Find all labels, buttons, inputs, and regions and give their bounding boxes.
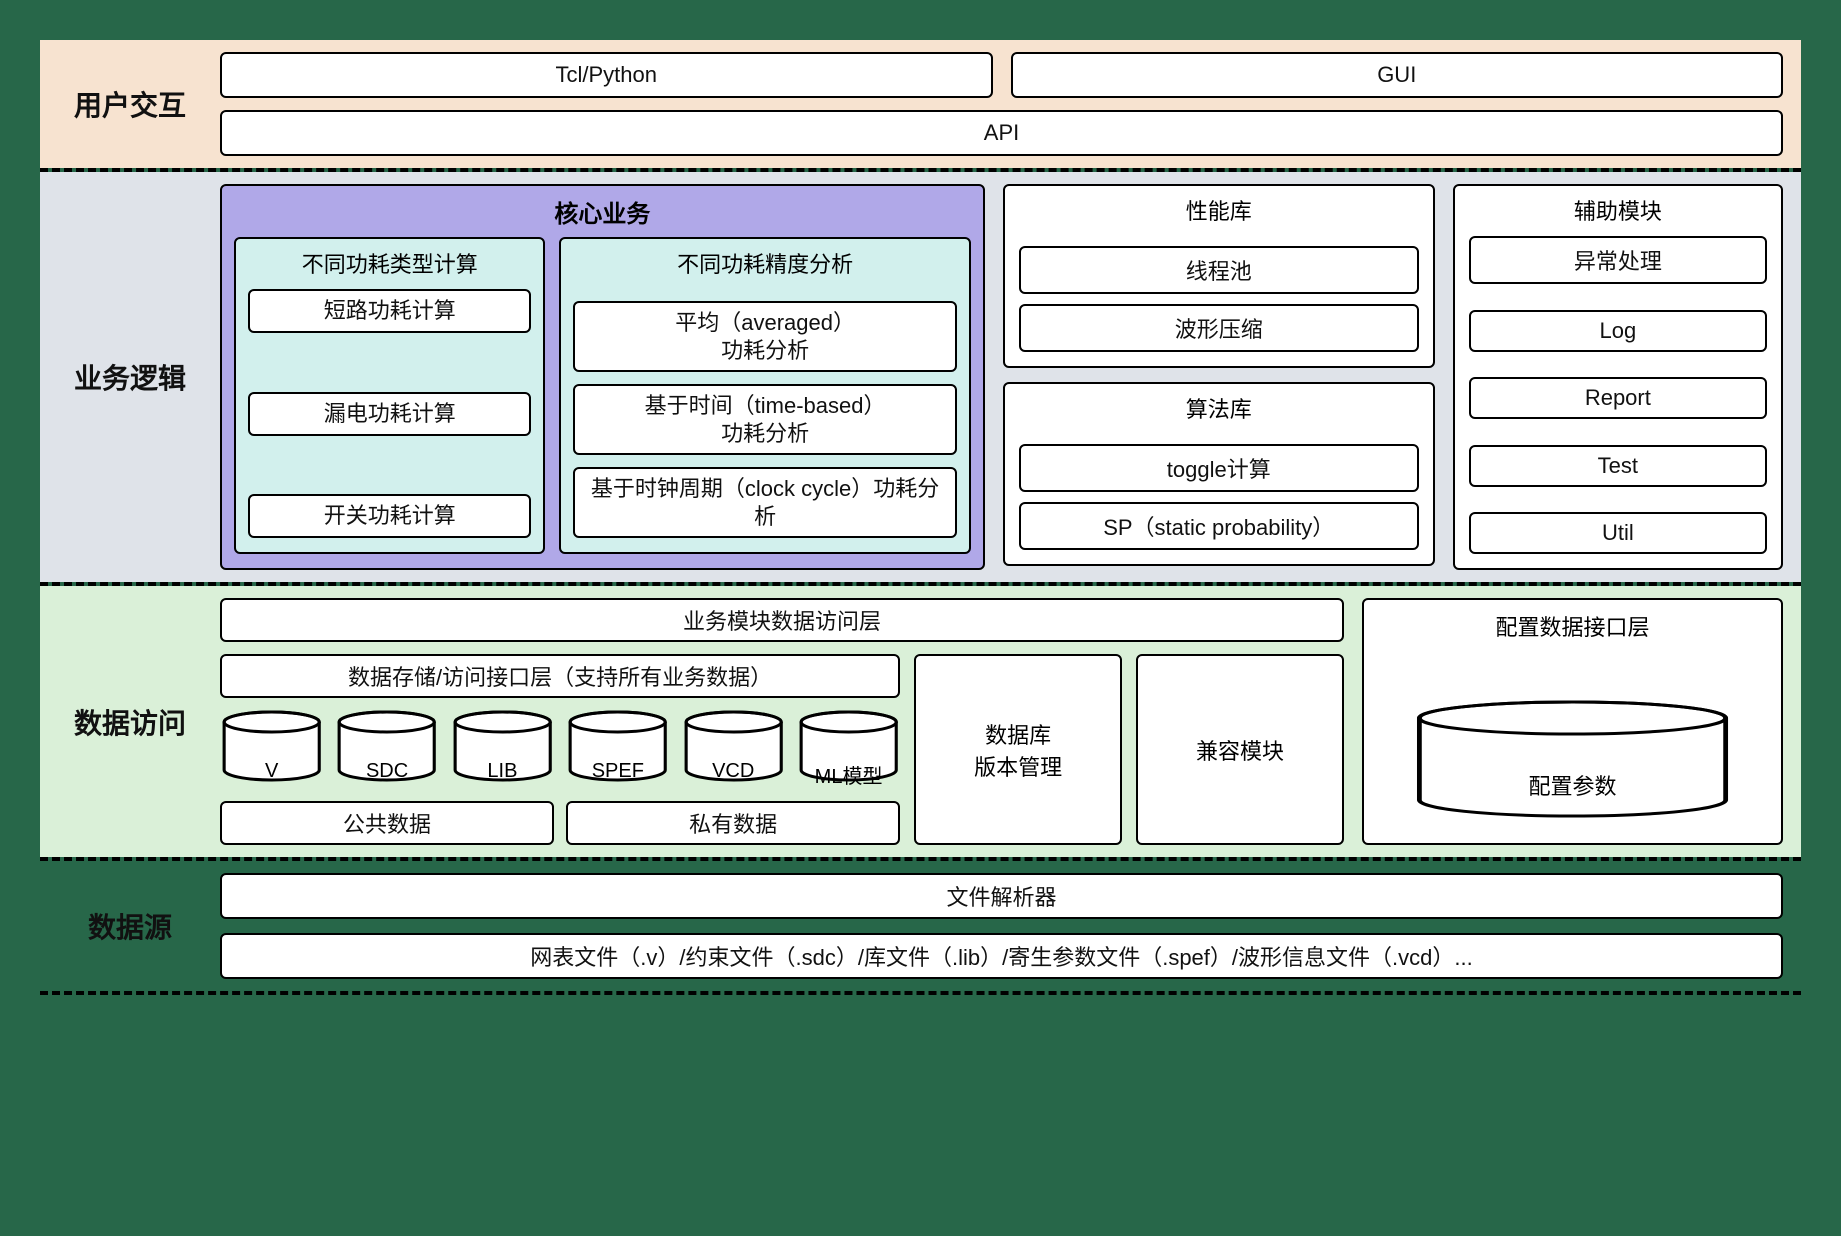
aux-title: 辅助模块 (1469, 194, 1767, 226)
config-group: 配置数据接口层 配置参数 (1362, 598, 1783, 845)
layer-business-logic: 业务逻辑 核心业务 不同功耗类型计算 短路功耗计算 漏电功耗计算 开关功耗计算 … (40, 172, 1801, 582)
config-title: 配置数据接口层 (1495, 610, 1649, 642)
box-db-version: 数据库 版本管理 (914, 654, 1122, 845)
config-cyl-label: 配置参数 (1413, 769, 1732, 801)
box-gui: GUI (1011, 52, 1784, 98)
box-private-data: 私有数据 (566, 801, 900, 845)
core-business-group: 核心业务 不同功耗类型计算 短路功耗计算 漏电功耗计算 开关功耗计算 不同功耗精… (220, 184, 985, 570)
cylinder-row: V SDC LIB SPEF VCD ML模型 (220, 710, 900, 789)
layer-label-data: 数据访问 (40, 598, 220, 845)
layer-label-user: 用户交互 (40, 52, 220, 156)
box-biz-access: 业务模块数据访问层 (220, 598, 1344, 642)
cyl-label: V (265, 760, 278, 783)
core-col-calc-title: 不同功耗类型计算 (248, 247, 531, 279)
core-col-calc: 不同功耗类型计算 短路功耗计算 漏电功耗计算 开关功耗计算 (234, 237, 545, 554)
box-switch: 开关功耗计算 (248, 494, 531, 538)
perf-lib-group: 性能库 线程池 波形压缩 (1003, 184, 1435, 368)
core-col-precision-title: 不同功耗精度分析 (573, 247, 956, 279)
cylinder-sdc: SDC (335, 710, 438, 789)
cyl-label: VCD (712, 760, 754, 783)
cylinder-vcd: VCD (682, 710, 785, 789)
separator (40, 991, 1801, 995)
layer-label-source: 数据源 (40, 873, 220, 979)
box-leakage: 漏电功耗计算 (248, 392, 531, 436)
cylinder-ml模型: ML模型 (797, 710, 900, 789)
box-toggle: toggle计算 (1019, 444, 1419, 492)
cyl-label: SDC (366, 760, 408, 783)
config-cylinder: 配置参数 (1413, 700, 1732, 825)
box-averaged: 平均（averaged） 功耗分析 (573, 301, 956, 372)
core-col-precision: 不同功耗精度分析 平均（averaged） 功耗分析 基于时间（time-bas… (559, 237, 970, 554)
cyl-label: SPEF (592, 760, 644, 783)
box-thread-pool: 线程池 (1019, 246, 1419, 294)
layer-data-source: 数据源 文件解析器 网表文件（.v）/约束文件（.sdc）/库文件（.lib）/… (40, 861, 1801, 991)
box-wave-compress: 波形压缩 (1019, 304, 1419, 352)
cyl-label: ML模型 (815, 760, 883, 789)
box-storage-title: 数据存储/访问接口层（支持所有业务数据） (220, 654, 900, 698)
perf-title: 性能库 (1019, 194, 1419, 226)
box-log: Log (1469, 310, 1767, 352)
box-time-based: 基于时间（time-based） 功耗分析 (573, 384, 956, 455)
layer-user-interaction: 用户交互 Tcl/Python GUI API (40, 40, 1801, 168)
box-tcl-python: Tcl/Python (220, 52, 993, 98)
box-test: Test (1469, 445, 1767, 487)
box-compat: 兼容模块 (1136, 654, 1344, 845)
core-title: 核心业务 (234, 194, 971, 229)
box-parser: 文件解析器 (220, 873, 1783, 919)
algo-title: 算法库 (1019, 392, 1419, 424)
box-sp: SP（static probability） (1019, 502, 1419, 550)
cyl-label: LIB (487, 760, 517, 783)
box-files: 网表文件（.v）/约束文件（.sdc）/库文件（.lib）/寄生参数文件（.sp… (220, 933, 1783, 979)
box-clock-cycle: 基于时钟周期（clock cycle）功耗分析 (573, 467, 956, 538)
layer-label-logic: 业务逻辑 (40, 184, 220, 570)
algo-lib-group: 算法库 toggle计算 SP（static probability） (1003, 382, 1435, 566)
layer-data-access: 数据访问 业务模块数据访问层 数据存储/访问接口层（支持所有业务数据） V SDC… (40, 586, 1801, 857)
box-short-circuit: 短路功耗计算 (248, 289, 531, 333)
cylinder-spef: SPEF (566, 710, 669, 789)
box-util: Util (1469, 512, 1767, 554)
box-api: API (220, 110, 1783, 156)
box-public-data: 公共数据 (220, 801, 554, 845)
cylinder-lib: LIB (451, 710, 554, 789)
box-exception: 异常处理 (1469, 236, 1767, 284)
box-report: Report (1469, 377, 1767, 419)
cylinder-v: V (220, 710, 323, 789)
aux-group: 辅助模块 异常处理 Log Report Test Util (1453, 184, 1783, 570)
